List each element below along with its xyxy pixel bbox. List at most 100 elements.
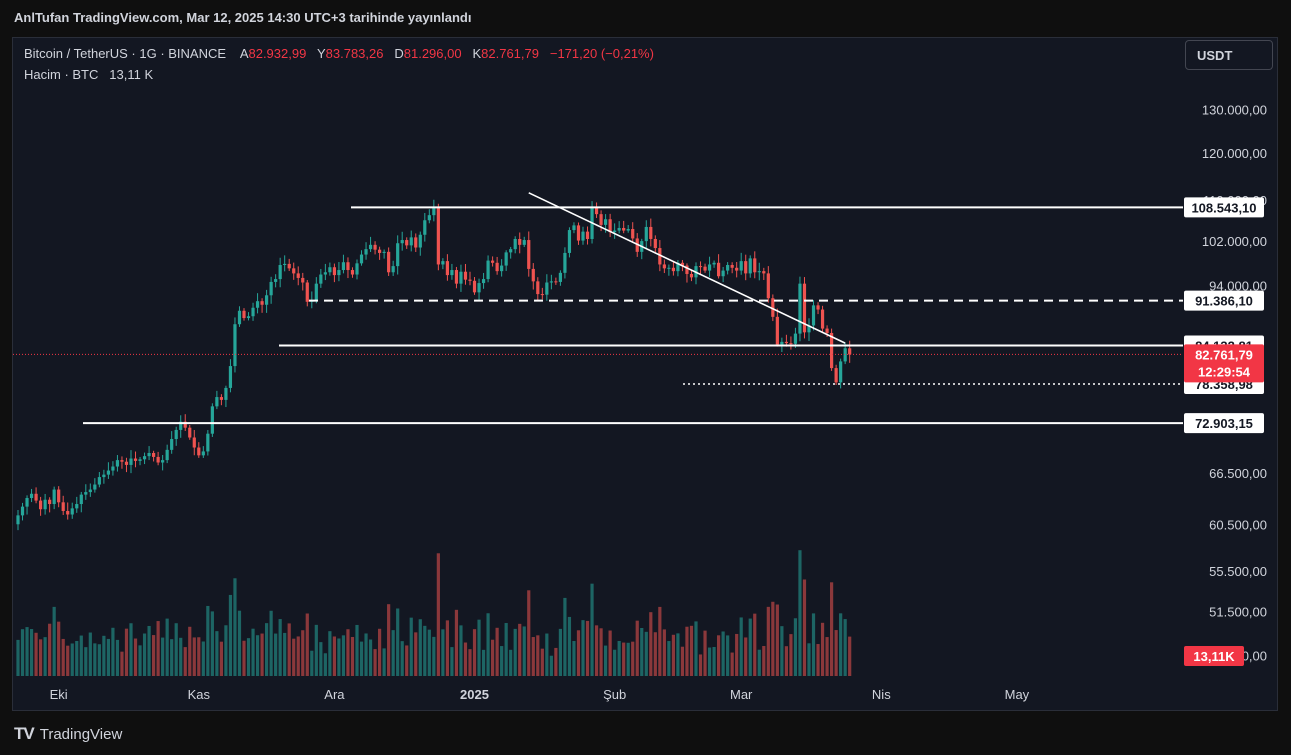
candle-body — [631, 229, 635, 239]
volume-tag — [1184, 646, 1244, 666]
candle-body — [346, 262, 350, 271]
volume-bar — [572, 641, 576, 676]
candle-body — [337, 270, 341, 276]
candle-body — [481, 279, 486, 284]
price-level-tag-label: 108.543,10 — [1191, 200, 1256, 215]
volume-bar — [477, 619, 481, 676]
volume-bar — [25, 627, 29, 676]
candle-body — [789, 343, 793, 345]
candle-body — [450, 270, 454, 276]
candle-body — [29, 493, 34, 499]
volume-bar — [445, 620, 449, 676]
volume-bar — [730, 652, 734, 676]
volume-bar — [843, 619, 847, 676]
price-tick-label: 120.000,00 — [1202, 146, 1267, 161]
candle-body — [757, 271, 761, 273]
candle-body — [115, 460, 120, 467]
time-tick-label: 2025 — [460, 687, 489, 702]
low-label: D — [394, 46, 404, 61]
volume-bar — [766, 606, 770, 676]
volume-bar — [608, 630, 612, 676]
candle-body — [472, 280, 477, 293]
volume-bar — [676, 633, 680, 676]
volume-bar — [278, 619, 282, 676]
volume-bar — [622, 642, 626, 676]
volume-bar — [341, 635, 346, 676]
candle-body — [138, 459, 142, 461]
volume-bar — [436, 553, 440, 676]
candle-body — [255, 301, 260, 308]
candle-body — [807, 325, 811, 333]
volume-bar — [124, 628, 129, 676]
candle-body — [215, 397, 219, 407]
volume-bar — [531, 637, 535, 676]
price-tick-label: 130.000,00 — [1202, 103, 1267, 118]
volume-bar — [567, 616, 572, 676]
volume-bar — [368, 639, 373, 676]
volume-bar — [735, 633, 739, 676]
currency-button[interactable]: USDT — [1185, 40, 1273, 70]
candle-body — [274, 279, 278, 282]
candle-body — [93, 484, 97, 490]
candle-body — [156, 456, 160, 463]
candle-body — [491, 260, 495, 263]
candle-body — [210, 406, 214, 434]
chart-panel[interactable]: 130.000,00120.000,00110.000,00102.000,00… — [12, 37, 1278, 711]
volume-bar — [129, 623, 133, 676]
candle-body — [20, 506, 25, 516]
candle-body — [368, 244, 373, 250]
volume-bar — [811, 613, 816, 676]
volume-bar — [454, 609, 459, 676]
volume-bar — [504, 623, 508, 676]
price-chart[interactable]: 130.000,00120.000,00110.000,00102.000,00… — [13, 38, 1278, 711]
candle-body — [581, 231, 585, 241]
candle-body — [364, 249, 368, 255]
volume-bar — [301, 630, 305, 676]
volume-bar — [694, 621, 698, 676]
open-label: A — [239, 46, 249, 61]
volume-bar — [210, 611, 214, 676]
volume-bar — [16, 639, 20, 676]
symbol-label[interactable]: Bitcoin / TetherUS · 1G · BINANCE — [24, 46, 227, 61]
volume-bar — [427, 629, 431, 676]
candle-body — [644, 226, 648, 242]
candle-body — [142, 456, 147, 460]
volume-bar — [432, 636, 436, 676]
volume-bar — [599, 628, 603, 676]
volume-bar — [192, 637, 196, 676]
candle-body — [129, 458, 133, 465]
candle-body — [784, 341, 788, 344]
volume-bar — [576, 630, 581, 676]
low-value: 81.296,00 — [403, 46, 462, 61]
candle-body — [744, 261, 748, 274]
volume-bar — [215, 631, 219, 676]
candle-body — [798, 283, 802, 334]
volume-bar — [147, 625, 151, 676]
candle-body — [355, 263, 359, 275]
candle-body — [409, 237, 413, 246]
volume-bar — [653, 632, 657, 676]
candle-body — [834, 368, 838, 383]
volume-bar — [84, 647, 88, 676]
volume-bar — [201, 641, 205, 676]
high-label: Y — [316, 46, 326, 61]
volume-label[interactable]: Hacim · BTC — [24, 67, 99, 82]
volume-bar — [170, 639, 174, 676]
volume-bar — [328, 631, 332, 676]
volume-bar — [545, 633, 549, 676]
candle-body — [269, 281, 273, 296]
time-tick-label: Ara — [324, 687, 345, 702]
volume-bar — [518, 623, 522, 676]
candle-body — [165, 449, 169, 461]
volume-bar — [640, 627, 644, 676]
candle-body — [622, 227, 626, 231]
volume-bar — [680, 646, 685, 676]
candle-body — [522, 240, 526, 245]
candle-body — [106, 470, 110, 475]
candle-body — [721, 270, 725, 277]
candle-body — [287, 263, 291, 269]
candle-body — [242, 310, 246, 319]
volume-bar — [707, 647, 712, 676]
candle-body — [79, 494, 83, 505]
volume-bar — [179, 637, 183, 676]
